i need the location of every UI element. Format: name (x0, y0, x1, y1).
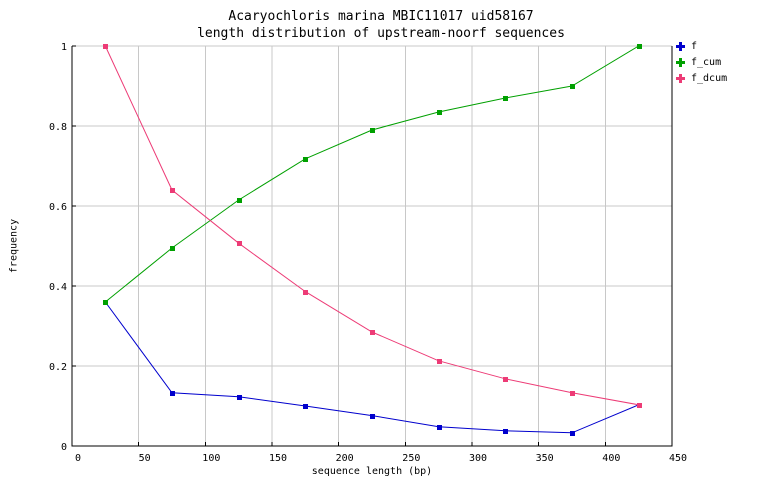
data-point-marker-f_dcum (237, 241, 242, 246)
data-point-marker-f (237, 395, 242, 400)
y-tick-label: 0 (61, 442, 67, 453)
y-axis-label: frequency (8, 218, 20, 274)
x-tick-label: 200 (336, 453, 354, 464)
data-point-marker-f_dcum (170, 188, 175, 193)
data-point-marker-f (170, 391, 175, 396)
data-point-marker-f_dcum (637, 403, 642, 408)
data-point-marker-f_cum (503, 96, 508, 101)
data-point-marker-f_dcum (570, 391, 575, 396)
chart-title: Acaryochloris marina MBIC11017 uid58167 l… (0, 8, 762, 42)
data-point-marker-f_cum (303, 157, 308, 162)
data-point-marker-f (370, 414, 375, 419)
data-point-marker-f_dcum (503, 377, 508, 382)
y-tick-label: 0.6 (49, 202, 67, 213)
data-point-marker-f_cum (570, 84, 575, 89)
x-tick-label: 100 (202, 453, 220, 464)
data-point-marker-f (503, 429, 508, 434)
data-point-marker-f_dcum (303, 290, 308, 295)
data-point-marker-f_dcum (370, 330, 375, 335)
legend-label-f-dcum: f_dcum (691, 72, 728, 84)
chart-title-line2: length distribution of upstream-noorf se… (197, 26, 565, 41)
series-line-f (104, 301, 639, 434)
x-tick-label: 300 (469, 453, 487, 464)
x-tick-label: 400 (602, 453, 620, 464)
data-point-marker-f_cum (370, 128, 375, 133)
x-tick-label: 150 (269, 453, 287, 464)
data-point-marker-f_cum (637, 44, 642, 49)
plot-border (71, 46, 673, 447)
x-tick-label: 250 (402, 453, 420, 464)
y-tick-label: 0.8 (49, 122, 67, 133)
legend-label-f: f (691, 40, 698, 52)
x-tick-label: 450 (669, 453, 687, 464)
series-line-f_dcum (104, 45, 639, 406)
legend-item-f-cum: f_cum (676, 54, 727, 70)
series-line-f_cum (105, 45, 639, 303)
chart-title-line1: Acaryochloris marina MBIC11017 uid58167 (228, 9, 534, 24)
y-tick-label: 0.4 (49, 282, 67, 293)
legend-item-f-dcum: f_dcum (676, 70, 727, 86)
x-axis-label: sequence length (bp) (311, 466, 433, 477)
data-point-marker-f_cum (237, 198, 242, 203)
data-point-marker-f (437, 425, 442, 430)
data-point-marker-f (303, 404, 308, 409)
data-point-marker-f_cum (437, 110, 442, 115)
legend-label-f-cum: f_cum (691, 56, 722, 68)
data-point-marker-f_dcum (437, 359, 442, 364)
data-point-marker-f_cum (170, 246, 175, 251)
legend: f f_cum f_dcum (676, 38, 727, 86)
y-tick-label: 0.2 (49, 362, 67, 373)
x-tick-label: 0 (75, 453, 81, 464)
legend-marker-f-cum (676, 57, 685, 67)
y-tick-label: 1 (61, 42, 67, 53)
legend-item-f: f (676, 38, 727, 54)
x-tick-label: 350 (536, 453, 554, 464)
legend-marker-f (676, 41, 685, 51)
data-point-marker-f_dcum (103, 44, 108, 49)
data-point-marker-f (570, 431, 575, 436)
x-tick-label: 50 (139, 453, 151, 464)
legend-marker-f-dcum (676, 73, 685, 83)
data-point-marker-f_cum (103, 300, 108, 305)
